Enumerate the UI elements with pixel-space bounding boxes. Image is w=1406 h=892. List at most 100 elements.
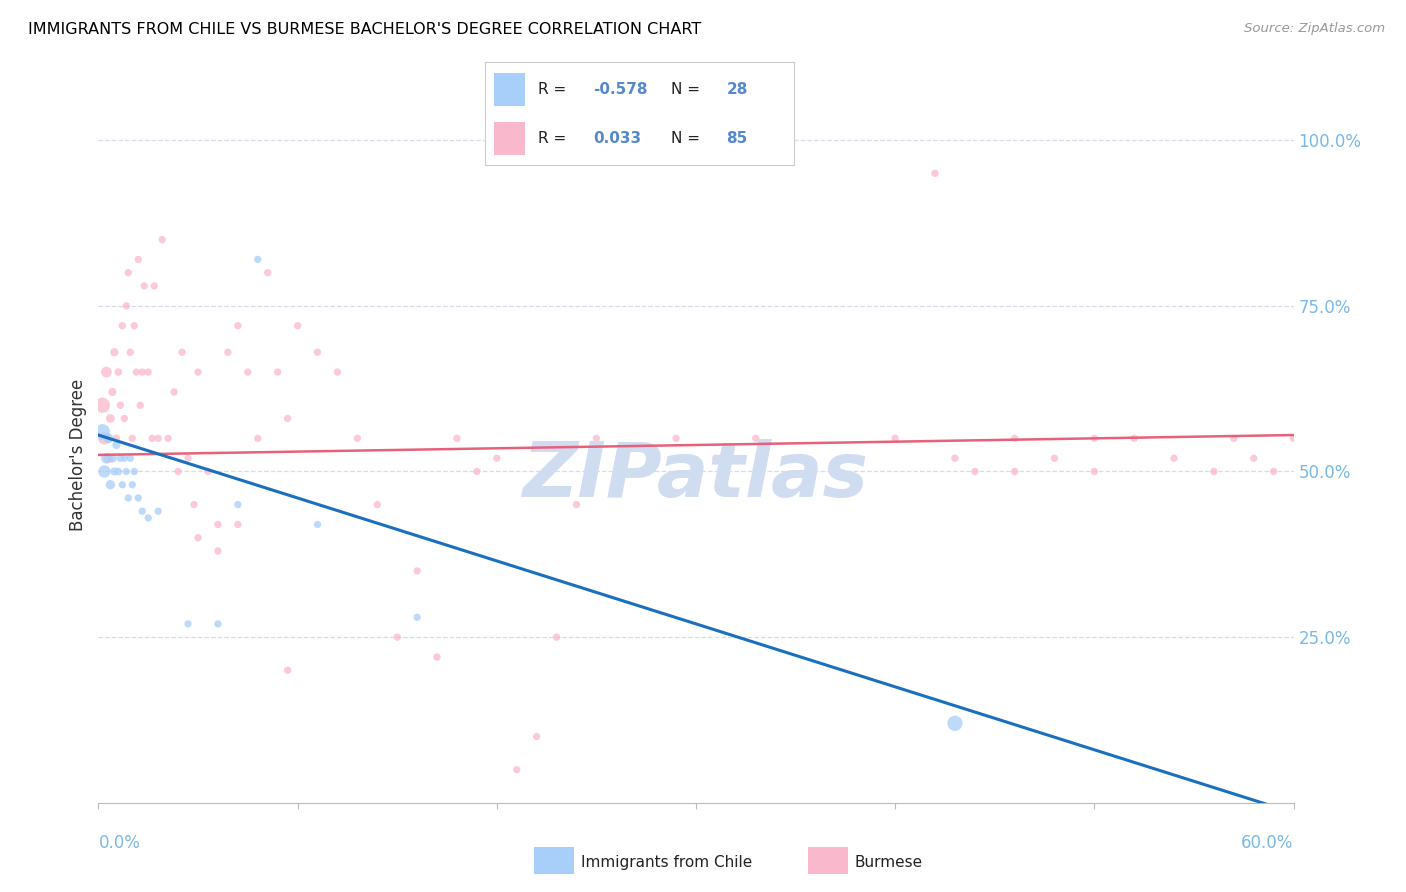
Point	[96, 451, 118, 466]
Point	[1282, 431, 1305, 445]
Point	[1243, 451, 1265, 466]
Bar	[495, 122, 526, 155]
Point	[112, 411, 135, 425]
Point	[1083, 465, 1105, 479]
Point	[1202, 465, 1225, 479]
Point	[485, 451, 508, 466]
Text: 0.0%: 0.0%	[98, 834, 141, 852]
Point	[506, 763, 529, 777]
Point	[100, 411, 122, 425]
Point	[307, 345, 329, 359]
Point	[287, 318, 309, 333]
Point	[150, 233, 173, 247]
Point	[943, 451, 966, 466]
Point	[121, 477, 143, 491]
Point	[131, 365, 153, 379]
Text: 85: 85	[727, 131, 748, 146]
Point	[924, 166, 946, 180]
Point	[246, 252, 269, 267]
Point	[277, 663, 299, 677]
Point	[103, 345, 125, 359]
Point	[1043, 451, 1066, 466]
Point	[163, 384, 186, 399]
Point	[107, 365, 129, 379]
Point	[129, 398, 152, 412]
Point	[665, 431, 688, 445]
Point	[226, 517, 249, 532]
Point	[131, 504, 153, 518]
Point	[111, 477, 134, 491]
Point	[120, 451, 142, 466]
Point	[236, 365, 259, 379]
Point	[267, 365, 290, 379]
Text: R =: R =	[537, 81, 571, 96]
Text: Immigrants from Chile: Immigrants from Chile	[581, 855, 752, 870]
Point	[704, 451, 727, 466]
Point	[143, 279, 166, 293]
Y-axis label: Bachelor's Degree: Bachelor's Degree	[69, 379, 87, 531]
Point	[107, 465, 129, 479]
Point	[256, 266, 278, 280]
Point	[124, 318, 146, 333]
Point	[91, 425, 114, 439]
Point	[136, 365, 159, 379]
Point	[1004, 431, 1026, 445]
Point	[172, 345, 194, 359]
Point	[93, 431, 115, 445]
Point	[277, 411, 299, 425]
Point	[117, 266, 139, 280]
Point	[93, 465, 115, 479]
Point	[785, 451, 807, 466]
Point	[115, 299, 138, 313]
Point	[124, 465, 146, 479]
Point	[197, 465, 219, 479]
Text: ZIPatlas: ZIPatlas	[523, 439, 869, 513]
Point	[585, 431, 607, 445]
Point	[187, 365, 209, 379]
Point	[121, 431, 143, 445]
Point	[101, 451, 124, 466]
Point	[307, 517, 329, 532]
Text: 28: 28	[727, 81, 748, 96]
Point	[136, 511, 159, 525]
Text: N =: N =	[671, 131, 704, 146]
Text: Burmese: Burmese	[855, 855, 922, 870]
Point	[207, 616, 229, 631]
Point	[326, 365, 349, 379]
Text: Source: ZipAtlas.com: Source: ZipAtlas.com	[1244, 22, 1385, 36]
Point	[626, 465, 648, 479]
Point	[1004, 465, 1026, 479]
Point	[105, 438, 128, 452]
Point	[183, 498, 205, 512]
Point	[366, 498, 388, 512]
Point	[526, 730, 548, 744]
Point	[157, 431, 180, 445]
Point	[943, 716, 966, 731]
Point	[884, 431, 907, 445]
Point	[110, 398, 132, 412]
Text: -0.578: -0.578	[593, 81, 648, 96]
Point	[141, 431, 163, 445]
Point	[103, 465, 125, 479]
Point	[226, 318, 249, 333]
Point	[426, 650, 449, 665]
Point	[963, 465, 986, 479]
Text: R =: R =	[537, 131, 571, 146]
Point	[148, 504, 170, 518]
Point	[127, 252, 149, 267]
Point	[346, 431, 368, 445]
Point	[1222, 431, 1246, 445]
Bar	[495, 73, 526, 105]
Point	[217, 345, 239, 359]
Point	[112, 451, 135, 466]
Point	[1263, 465, 1285, 479]
Point	[187, 531, 209, 545]
Point	[115, 465, 138, 479]
Point	[406, 610, 429, 624]
Point	[207, 544, 229, 558]
Point	[177, 616, 200, 631]
Point	[565, 498, 588, 512]
Point	[127, 491, 149, 505]
Point	[105, 431, 128, 445]
Point	[110, 451, 132, 466]
